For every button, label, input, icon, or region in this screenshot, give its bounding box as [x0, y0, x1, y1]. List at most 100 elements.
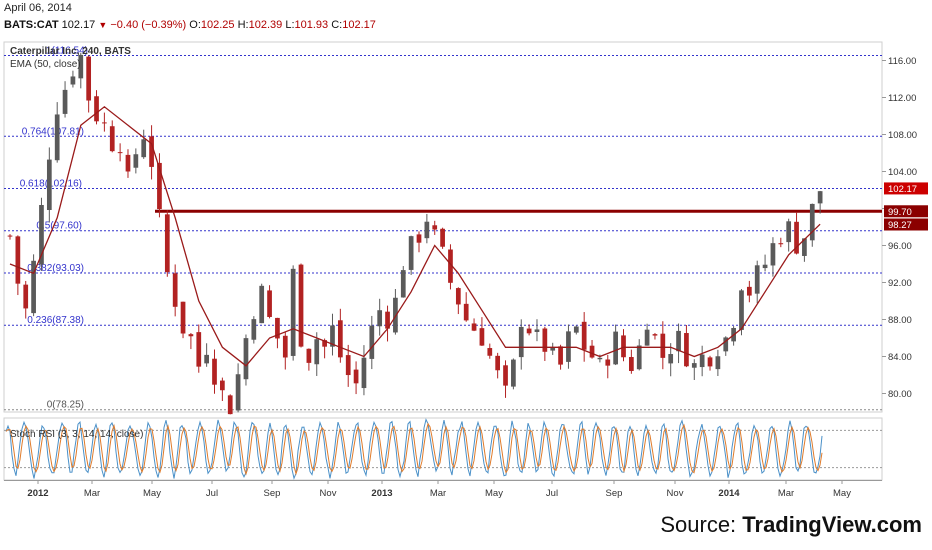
candle-body [164, 214, 170, 273]
y-tick-label-8: 84.00 [888, 352, 912, 363]
candle-body [746, 286, 752, 296]
source-brand: TradingView.com [742, 512, 922, 537]
candle-body [157, 162, 162, 210]
candle-body [660, 333, 666, 358]
candle-body [629, 357, 634, 371]
date-label: April 06, 2014 [4, 2, 72, 14]
candle-body [463, 303, 469, 321]
high-value: 102.39 [248, 19, 283, 31]
candle-body [518, 326, 524, 358]
candle-body [597, 357, 603, 360]
y-tick-label-2: 108.00 [888, 130, 917, 141]
candle-body [589, 345, 595, 358]
candle-body [46, 159, 52, 210]
candle-body [558, 346, 563, 365]
x-tick-label-12: 2014 [718, 488, 740, 499]
candle-body [495, 355, 501, 371]
candle-body [109, 126, 115, 152]
candle-body [424, 221, 430, 239]
candle-body [78, 54, 84, 79]
y-tick-label-9: 80.00 [888, 389, 912, 400]
candle-body [102, 122, 107, 124]
x-tick-label-5: Nov [320, 488, 337, 499]
candle-body [416, 234, 422, 243]
last-price: 102.17 [61, 19, 96, 31]
candle-body [290, 268, 296, 356]
candle-body [534, 329, 540, 332]
close-value: 102.17 [342, 19, 376, 31]
candle-body [385, 311, 390, 329]
x-tick-label-2: May [143, 488, 161, 499]
candle-body [739, 290, 744, 330]
x-tick-label-3: Jul [206, 488, 218, 499]
candle-body [550, 347, 556, 351]
candle-body [786, 221, 792, 243]
candle-body [809, 203, 815, 241]
candle-body [149, 136, 154, 167]
symbol[interactable]: BATS:CAT [4, 19, 59, 31]
x-tick-label-6: 2013 [371, 488, 392, 499]
candle-body [707, 357, 713, 367]
price-chart[interactable]: 116.00112.00108.00104.00100.0096.0092.00… [0, 38, 932, 510]
candle-body [15, 236, 21, 284]
candle-body [676, 330, 681, 352]
stoch-d-line [5, 422, 823, 476]
candle-body [141, 139, 147, 158]
y-tick-label-5: 96.00 [888, 241, 912, 252]
x-tick-label-7: Mar [430, 488, 446, 499]
candle-body [699, 354, 705, 368]
candle-body [31, 260, 36, 314]
quote-line: BATS:CAT 102.17 ▼ −0.40 (−0.39%) O:102.2… [4, 19, 376, 31]
open-label: O: [189, 19, 201, 31]
candle-body [322, 340, 327, 347]
candle-body [54, 114, 60, 161]
candle-body [566, 331, 571, 362]
price-badge-label-2: 98.27 [888, 220, 912, 231]
candle-body [817, 191, 823, 204]
y-tick-label-3: 104.00 [888, 167, 917, 178]
fib-label-6: 0(78.25) [47, 400, 84, 411]
candle-body [204, 354, 209, 364]
candle-body [125, 154, 131, 172]
x-tick-label-1: Mar [84, 488, 100, 499]
open-value: 102.25 [200, 19, 235, 31]
candle-body [455, 288, 461, 305]
candle-body [621, 335, 626, 358]
candle-body [652, 334, 658, 336]
candle-body [133, 154, 139, 168]
candle-body [762, 264, 768, 269]
candle-body [267, 290, 272, 317]
candle-body [23, 284, 29, 309]
x-tick-label-9: Jul [546, 488, 558, 499]
price-badge-2 [884, 218, 928, 231]
price-badge-label-0: 102.17 [888, 184, 917, 195]
candle-body [691, 363, 697, 368]
candle-body [298, 264, 304, 347]
candle-body [70, 76, 76, 85]
candle-body [227, 395, 233, 415]
candle-body [62, 89, 68, 114]
y-tick-label-0: 116.00 [888, 56, 916, 67]
fib-label-1: 0.764(107.81) [22, 126, 84, 137]
price-pane-frame [3, 41, 883, 413]
candle-body [353, 369, 359, 384]
candle-body [581, 321, 587, 350]
candle-body [503, 365, 508, 386]
candle-body [188, 334, 194, 337]
low-value: 101.93 [294, 19, 329, 31]
candle-body [212, 358, 217, 385]
candle-body [479, 328, 485, 346]
y-tick-label-7: 88.00 [888, 315, 912, 326]
candle-body [605, 359, 611, 366]
down-arrow-icon: ▼ [98, 20, 108, 30]
candle-body [180, 301, 186, 334]
price-change: −0.40 (−0.39%) [110, 19, 187, 31]
candle-body [393, 297, 398, 333]
candle-body [275, 317, 280, 339]
candle-body [220, 380, 225, 391]
candle-body [39, 205, 44, 265]
ema-legend: EMA (50, close) [10, 59, 81, 70]
x-tick-label-13: Mar [778, 488, 794, 499]
x-tick-label-0: 2012 [27, 488, 48, 499]
ema-line [9, 105, 821, 367]
